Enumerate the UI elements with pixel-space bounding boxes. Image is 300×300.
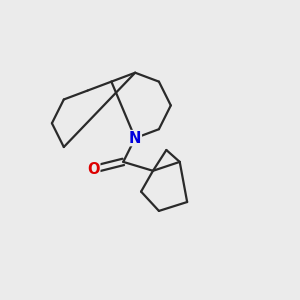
Text: O: O — [87, 162, 100, 177]
Text: N: N — [129, 130, 141, 146]
